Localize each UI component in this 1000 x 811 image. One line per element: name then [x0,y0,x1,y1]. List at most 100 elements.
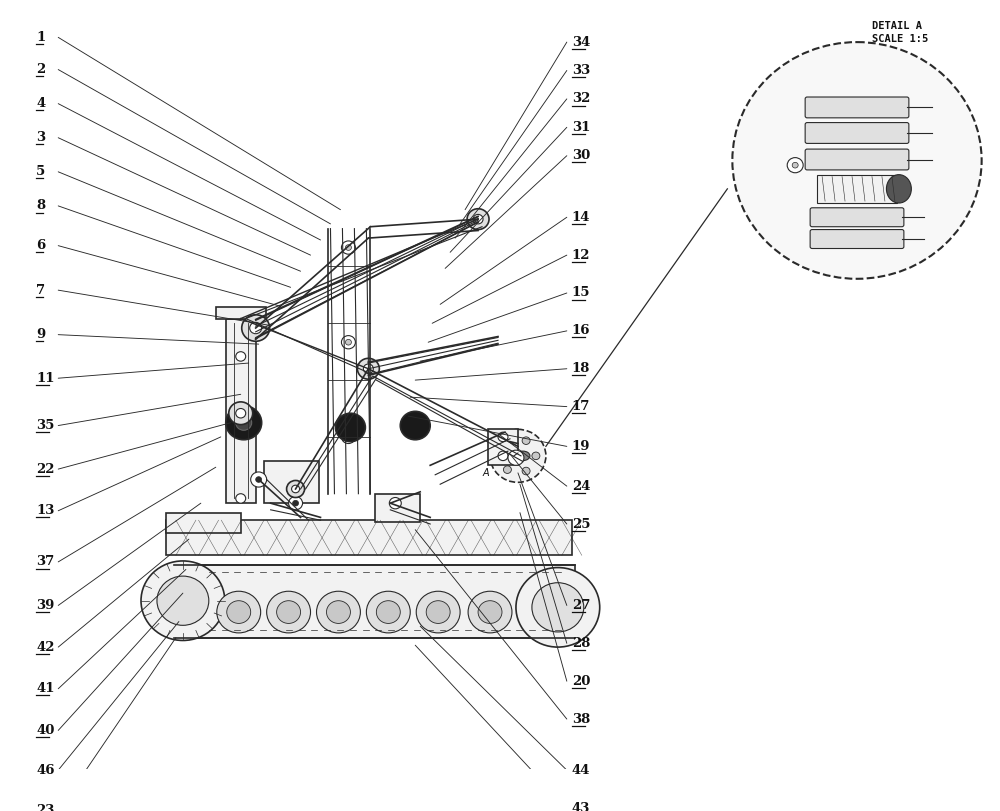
Text: A: A [483,468,489,478]
Circle shape [242,315,270,341]
Text: SCALE 1:5: SCALE 1:5 [872,34,928,44]
Ellipse shape [516,451,530,461]
Text: 20: 20 [572,675,590,688]
Bar [166,520,572,556]
FancyBboxPatch shape [810,208,904,227]
Circle shape [508,450,524,466]
Text: 42: 42 [36,641,55,654]
Circle shape [522,467,530,474]
Bar [488,429,518,466]
FancyBboxPatch shape [805,122,909,144]
Circle shape [357,358,379,380]
Circle shape [157,576,209,625]
Circle shape [267,591,311,633]
Circle shape [478,601,502,624]
Circle shape [335,414,365,442]
Text: 37: 37 [36,556,55,569]
Polygon shape [174,564,575,637]
Circle shape [287,480,305,497]
Circle shape [490,429,546,483]
Text: 46: 46 [36,764,55,777]
Circle shape [787,157,803,173]
Text: 11: 11 [36,371,55,384]
Circle shape [366,591,410,633]
Circle shape [426,601,450,624]
Circle shape [293,500,299,506]
Circle shape [227,601,251,624]
Text: 43: 43 [572,801,590,811]
Circle shape [503,466,511,474]
Text: 23: 23 [36,805,55,811]
Text: 7: 7 [36,284,45,297]
Circle shape [229,402,253,425]
Text: 44: 44 [572,764,590,777]
Circle shape [345,339,351,345]
Text: 40: 40 [36,724,55,737]
Bar [375,494,420,522]
Circle shape [416,591,460,633]
Circle shape [236,352,246,361]
Text: 38: 38 [572,713,590,726]
Circle shape [217,591,261,633]
Text: 2: 2 [36,63,46,76]
Circle shape [732,42,982,279]
Text: 3: 3 [36,131,45,144]
Circle shape [256,477,262,483]
FancyBboxPatch shape [810,230,904,248]
Text: 30: 30 [572,149,590,162]
Circle shape [345,245,351,251]
Circle shape [503,438,511,446]
Circle shape [236,415,252,431]
Bar [264,461,319,503]
Circle shape [292,485,300,493]
Circle shape [226,406,262,440]
Circle shape [236,409,246,418]
Circle shape [317,591,360,633]
Text: 32: 32 [572,92,590,105]
Text: 28: 28 [572,637,590,650]
Text: 41: 41 [36,682,55,695]
Circle shape [341,431,355,444]
Text: 19: 19 [572,440,590,453]
Ellipse shape [886,174,911,203]
Circle shape [522,437,530,444]
Circle shape [498,432,508,442]
Circle shape [250,322,262,333]
Text: 35: 35 [36,419,55,432]
FancyBboxPatch shape [805,97,909,118]
Circle shape [792,162,798,168]
Text: 27: 27 [572,599,590,612]
Circle shape [289,496,303,510]
Circle shape [389,497,401,508]
Text: 1: 1 [36,31,46,44]
Text: 14: 14 [572,211,590,224]
Bar [817,174,897,203]
Circle shape [498,451,508,461]
Text: 15: 15 [572,286,590,299]
Text: 24: 24 [572,479,590,492]
Text: 18: 18 [572,363,590,375]
Circle shape [141,561,225,641]
Circle shape [251,472,267,487]
Text: 25: 25 [572,517,590,530]
Circle shape [532,452,540,460]
Circle shape [277,601,301,624]
Circle shape [467,208,489,230]
Circle shape [326,601,350,624]
Text: 33: 33 [572,64,590,77]
Text: 9: 9 [36,328,46,341]
Text: 16: 16 [572,324,590,337]
FancyBboxPatch shape [805,149,909,170]
Bar [226,319,256,503]
Circle shape [516,568,600,647]
Text: 13: 13 [36,504,55,517]
Bar [166,513,241,534]
Circle shape [236,494,246,503]
Text: 12: 12 [572,249,590,262]
Text: 6: 6 [36,239,46,252]
Circle shape [341,241,355,254]
Circle shape [400,411,430,440]
Text: 39: 39 [36,599,55,612]
Text: 31: 31 [572,121,590,134]
Text: 17: 17 [572,400,590,413]
